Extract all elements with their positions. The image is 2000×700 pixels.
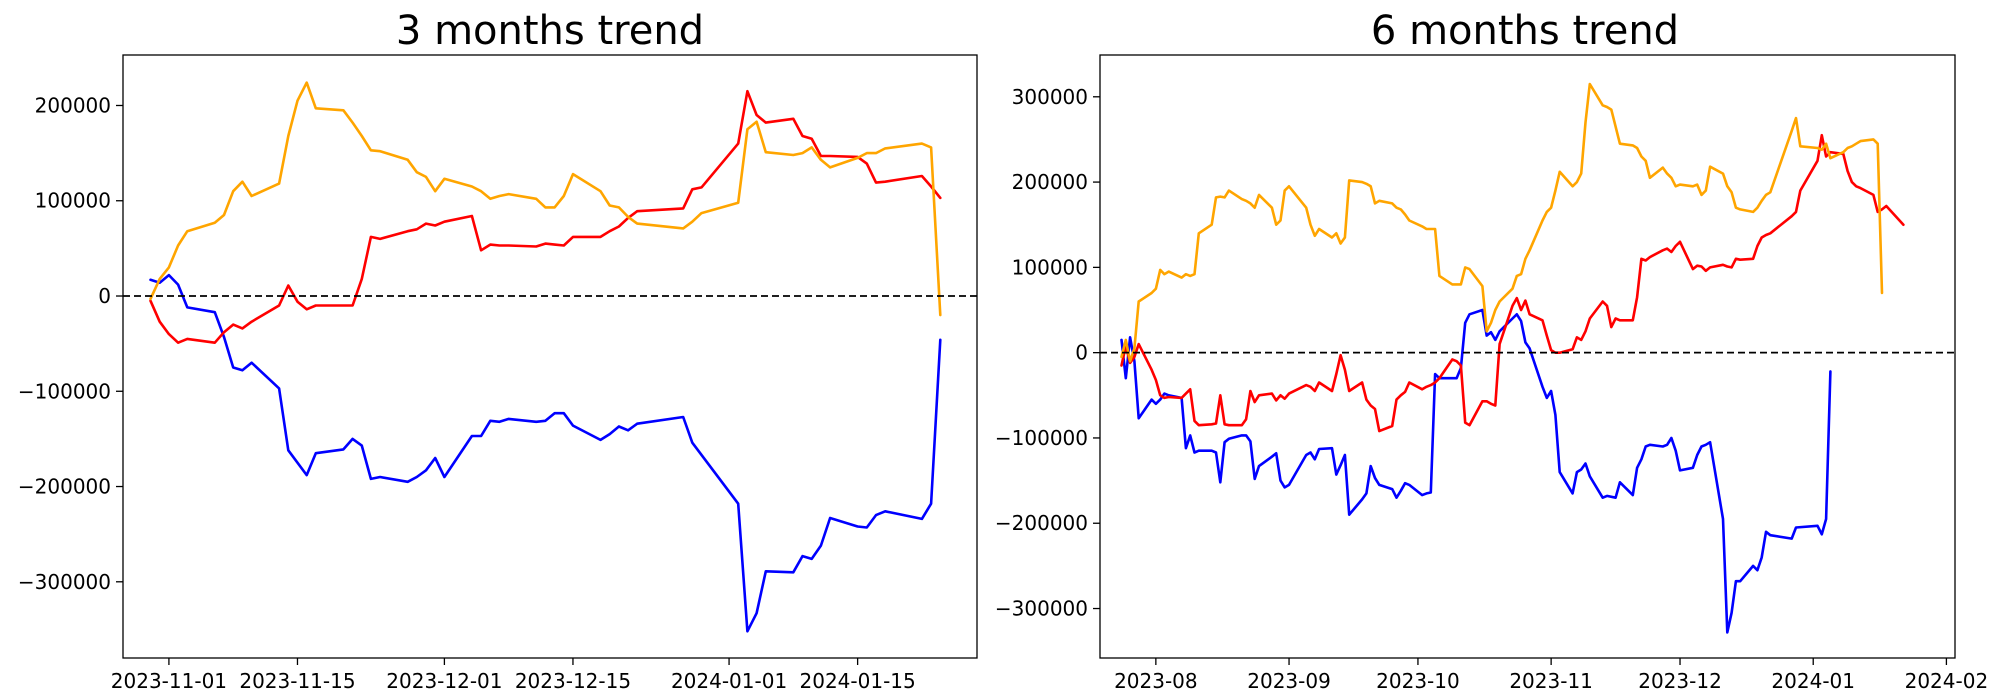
chart-title: 3 months trend xyxy=(396,8,704,54)
y-tick-label: 300000 xyxy=(1012,85,1088,109)
x-tick-label: 2023-09 xyxy=(1247,669,1331,693)
y-tick-label: 100000 xyxy=(1012,255,1088,279)
panel-6-months: 6 months trend 2023-08 2023-09 2023-10 2023… xyxy=(995,8,1988,693)
y-tick-label: −200000 xyxy=(995,511,1088,535)
y-axis: 200000 100000 0 −100000 −200000 −300000 xyxy=(18,93,123,594)
y-tick-label: 100000 xyxy=(35,189,111,213)
x-tick-label: 2023-12 xyxy=(1638,669,1722,693)
y-tick-label: 200000 xyxy=(35,93,111,117)
y-axis: 300000 200000 100000 0 −100000 −200000 −300000 xyxy=(995,85,1100,621)
x-tick-label: 2023-08 xyxy=(1114,669,1198,693)
plot-frame xyxy=(1099,54,1956,659)
plot-frame xyxy=(122,54,978,659)
series-line-orange xyxy=(1120,82,1884,363)
y-tick-label: −100000 xyxy=(18,379,111,403)
y-tick-label: 200000 xyxy=(1012,170,1088,194)
panel-3-months: 3 months trend 2023-11-01 2023-11-15 2023-… xyxy=(18,8,978,693)
x-tick-label: 2023-11-15 xyxy=(239,669,355,693)
x-axis: 2023-11-01 2023-11-15 2023-12-01 2023-12-15… xyxy=(111,658,916,693)
x-tick-label: 2023-12-01 xyxy=(386,669,502,693)
x-tick-label: 2023-10 xyxy=(1376,669,1460,693)
y-tick-label: −300000 xyxy=(995,597,1088,621)
series-line-red xyxy=(149,89,942,345)
x-tick-label: 2023-12-15 xyxy=(515,669,631,693)
series-layer xyxy=(149,81,942,633)
y-tick-label: −300000 xyxy=(18,570,111,594)
x-tick-label: 2024-01-15 xyxy=(800,669,916,693)
series-line-red xyxy=(1120,133,1905,433)
x-axis: 2023-08 2023-09 2023-10 2023-11 2023-12 2024-… xyxy=(1114,658,1988,693)
x-tick-label: 2023-11-01 xyxy=(111,669,227,693)
series-layer xyxy=(1120,82,1905,634)
x-tick-label: 2023-11 xyxy=(1509,669,1593,693)
x-tick-label: 2024-01-01 xyxy=(671,669,787,693)
x-tick-label: 2024-02 xyxy=(1905,669,1989,693)
y-tick-label: −100000 xyxy=(995,426,1088,450)
chart-title: 6 months trend xyxy=(1371,8,1679,54)
series-line-orange xyxy=(149,81,942,317)
series-line-blue xyxy=(1120,308,1832,634)
y-tick-label: 0 xyxy=(1075,341,1088,365)
x-tick-label: 2024-01 xyxy=(1771,669,1855,693)
series-line-blue xyxy=(149,273,942,633)
y-tick-label: −200000 xyxy=(18,475,111,499)
y-tick-label: 0 xyxy=(98,284,111,308)
